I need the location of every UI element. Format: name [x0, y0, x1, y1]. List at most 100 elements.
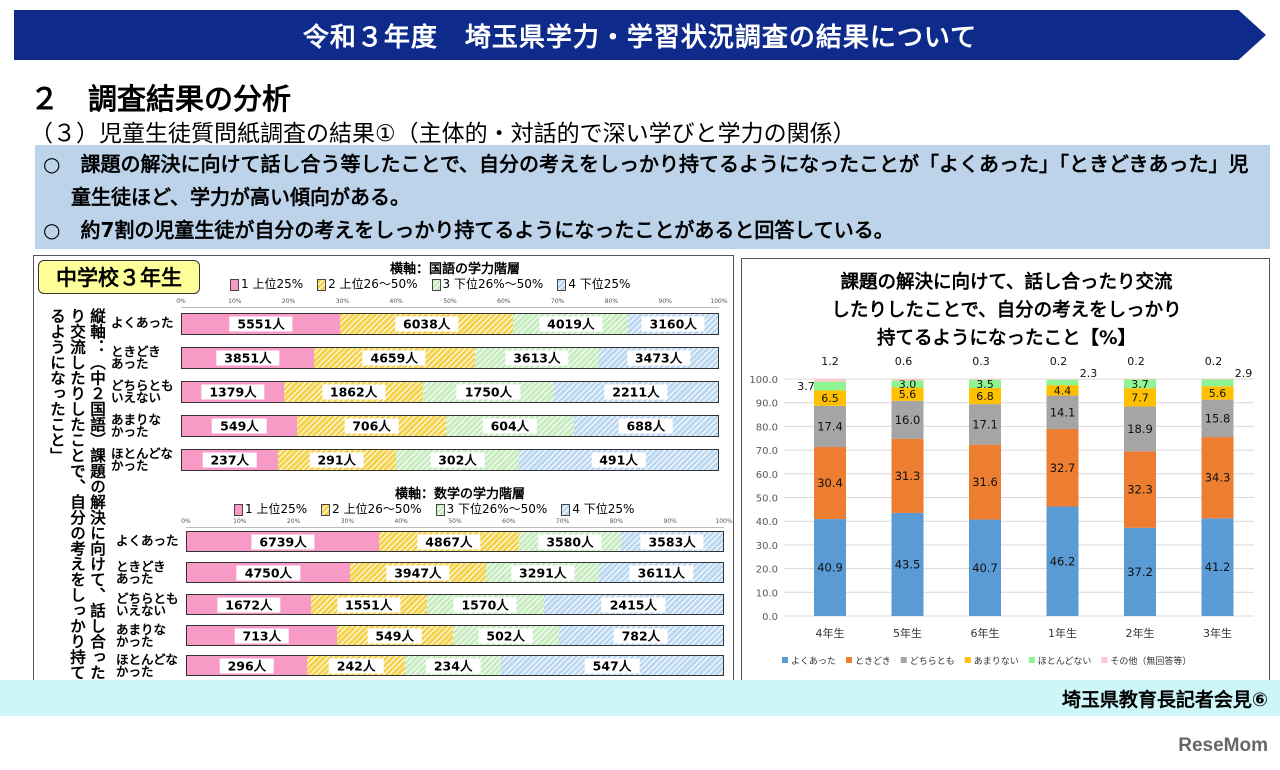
y-tick-label: 30.0	[756, 541, 778, 552]
bar-value-label: 18.9	[1127, 422, 1153, 436]
category-label: あまりな かった	[116, 622, 167, 649]
axis-tick-label: 100%	[715, 518, 733, 525]
bar-segment	[969, 379, 1001, 389]
bar-segment	[891, 387, 924, 401]
axis-line	[186, 527, 724, 528]
chart-title: 横軸：国語の学力階層	[390, 262, 521, 277]
bar-value-label: 0.6	[895, 355, 913, 368]
bar-segment	[1046, 395, 1079, 430]
bar-value-label: 41.2	[1205, 560, 1231, 574]
legend-item: 2 上位26～50%	[317, 275, 418, 292]
bar-segment: 1672人	[186, 594, 311, 615]
bar-segment: 3291人	[485, 562, 600, 583]
bar-segment: 291人	[277, 449, 397, 471]
bar-value-label: 32.7	[1050, 461, 1076, 475]
left-chart-panel: 中学校３年生 縦軸：（中２国語）課題の解決に向けて、話し合ったり交流したりしたこ…	[33, 255, 734, 685]
axis-line	[181, 307, 719, 308]
bar-segment	[1124, 451, 1156, 528]
category-label: ほとんどな かった	[116, 652, 178, 679]
footer-bar: 埼玉県教育長記者会見⑥	[0, 680, 1280, 716]
chart-title: 横軸：数学の学力階層	[395, 487, 526, 502]
category-label: よくあった	[116, 533, 179, 548]
bar-value-label: 604人	[482, 418, 538, 434]
bar-segment: 6038人	[340, 313, 514, 335]
bar-segment: 688人	[573, 415, 719, 437]
bar-segment: 1551人	[310, 594, 427, 615]
category-label: どちらとも いえない	[116, 591, 179, 618]
axis-tick-label: 70%	[555, 518, 570, 525]
bar-value-label: 17.1	[972, 417, 998, 431]
summary-item: ○ 課題の解決に向けて話し合う等したことで、自分の考えをしっかり持てるようになっ…	[43, 152, 1249, 209]
bar-value-label: 1862人	[321, 384, 386, 400]
legend-item: 4 下位25%	[557, 275, 630, 292]
y-tick-label: 70.0	[756, 446, 778, 457]
legend-label: 1 上位25%	[241, 277, 304, 291]
footer-text: 埼玉県教育長記者会見⑥	[1061, 689, 1268, 711]
bar-segment: 3947人	[349, 562, 486, 583]
header-title: 令和３年度 埼玉県学力・学習状況調査の結果について	[302, 22, 978, 53]
bar-segment	[1201, 386, 1234, 400]
legend-label: 4 下位25%	[568, 277, 631, 291]
vertical-axis-label: 縦軸：（中２国語）課題の解決に向けて、話し合ったり交流したりしたことで、自分の考…	[48, 308, 106, 680]
y-tick-label: 0.0	[762, 612, 778, 623]
axis-tick-label: 50%	[443, 298, 457, 305]
category-label: あまりな かった	[111, 412, 162, 439]
summary-box: ○ 課題の解決に向けて話し合う等したことで、自分の考えをしっかり持てるようになっ…	[35, 145, 1270, 249]
bar-segment: 1750人	[423, 381, 554, 403]
bar-segment	[1201, 437, 1234, 519]
section-title: ２ 調査結果の分析	[30, 82, 292, 116]
bar-value-label: 37.2	[1127, 565, 1153, 579]
bar-segment	[891, 400, 924, 439]
legend-label: どちらとも	[910, 656, 955, 667]
bar-segment	[1124, 388, 1156, 407]
bar-segment	[891, 438, 924, 513]
bar-value-label: 30.4	[817, 476, 843, 490]
bar-segment	[1124, 527, 1156, 616]
bar-value-label: 3.7	[797, 380, 815, 393]
legend-label: ほとんどない	[1038, 656, 1092, 667]
bar-value-label: 4750人	[236, 565, 301, 580]
legend-swatch	[782, 657, 788, 663]
y-tick-label: 10.0	[756, 588, 778, 599]
category-label: ほとんどな かった	[111, 446, 173, 473]
bar-value-label: 6.5	[821, 392, 839, 405]
legend-swatch	[1028, 657, 1035, 663]
bar-segment: 1570人	[426, 594, 544, 615]
bar-segment: 2415人	[543, 594, 724, 615]
x-tick-label: 4年生	[816, 626, 845, 640]
bar-value-label: 1750人	[456, 384, 521, 400]
bar-segment	[891, 379, 924, 381]
category-label: ときどき あった	[111, 344, 161, 371]
bar-value-label: 706人	[344, 418, 399, 434]
bar-segment	[1124, 379, 1156, 389]
legend-label: よくあった	[791, 656, 836, 667]
bar-value-label: 46.2	[1050, 554, 1076, 568]
bar-segment	[891, 512, 924, 616]
bar-segment	[969, 404, 1001, 445]
bar-value-label: 1.2	[821, 355, 839, 368]
bar-value-label: 4019人	[539, 316, 603, 332]
summary-item: ○ 約7割の児童生徒が自分の考えをしっかり持てるようになったことがあると回答して…	[43, 218, 894, 242]
bar-value-label: 5.6	[899, 388, 917, 401]
bar-value-label: 782人	[613, 628, 669, 643]
resemom-logo: ReseMom	[1178, 735, 1268, 756]
y-tick-label: 90.0	[756, 399, 778, 410]
bar-value-label: 6.8	[976, 390, 994, 403]
legend-swatch	[1101, 657, 1108, 663]
axis-tick-label: 10%	[233, 518, 247, 525]
bar-segment: 237人	[181, 449, 278, 471]
legend-swatch	[234, 503, 243, 516]
y-tick-label: 60.0	[756, 470, 778, 481]
bar-segment: 547人	[500, 655, 724, 676]
bar-value-label: 17.4	[817, 419, 843, 433]
bar-segment: 3583人	[621, 531, 724, 552]
x-tick-label: 1年生	[1048, 626, 1077, 640]
bar-segment	[814, 379, 846, 382]
bar-value-label: 31.3	[895, 469, 921, 483]
bar-segment: 296人	[186, 655, 307, 676]
x-tick-label: 2年生	[1126, 626, 1155, 640]
bar-value-label: 3.5	[976, 378, 994, 391]
bar-segment	[969, 444, 1001, 520]
axis-tick-label: 20%	[286, 518, 301, 525]
bar-value-label: 3580人	[538, 534, 602, 549]
